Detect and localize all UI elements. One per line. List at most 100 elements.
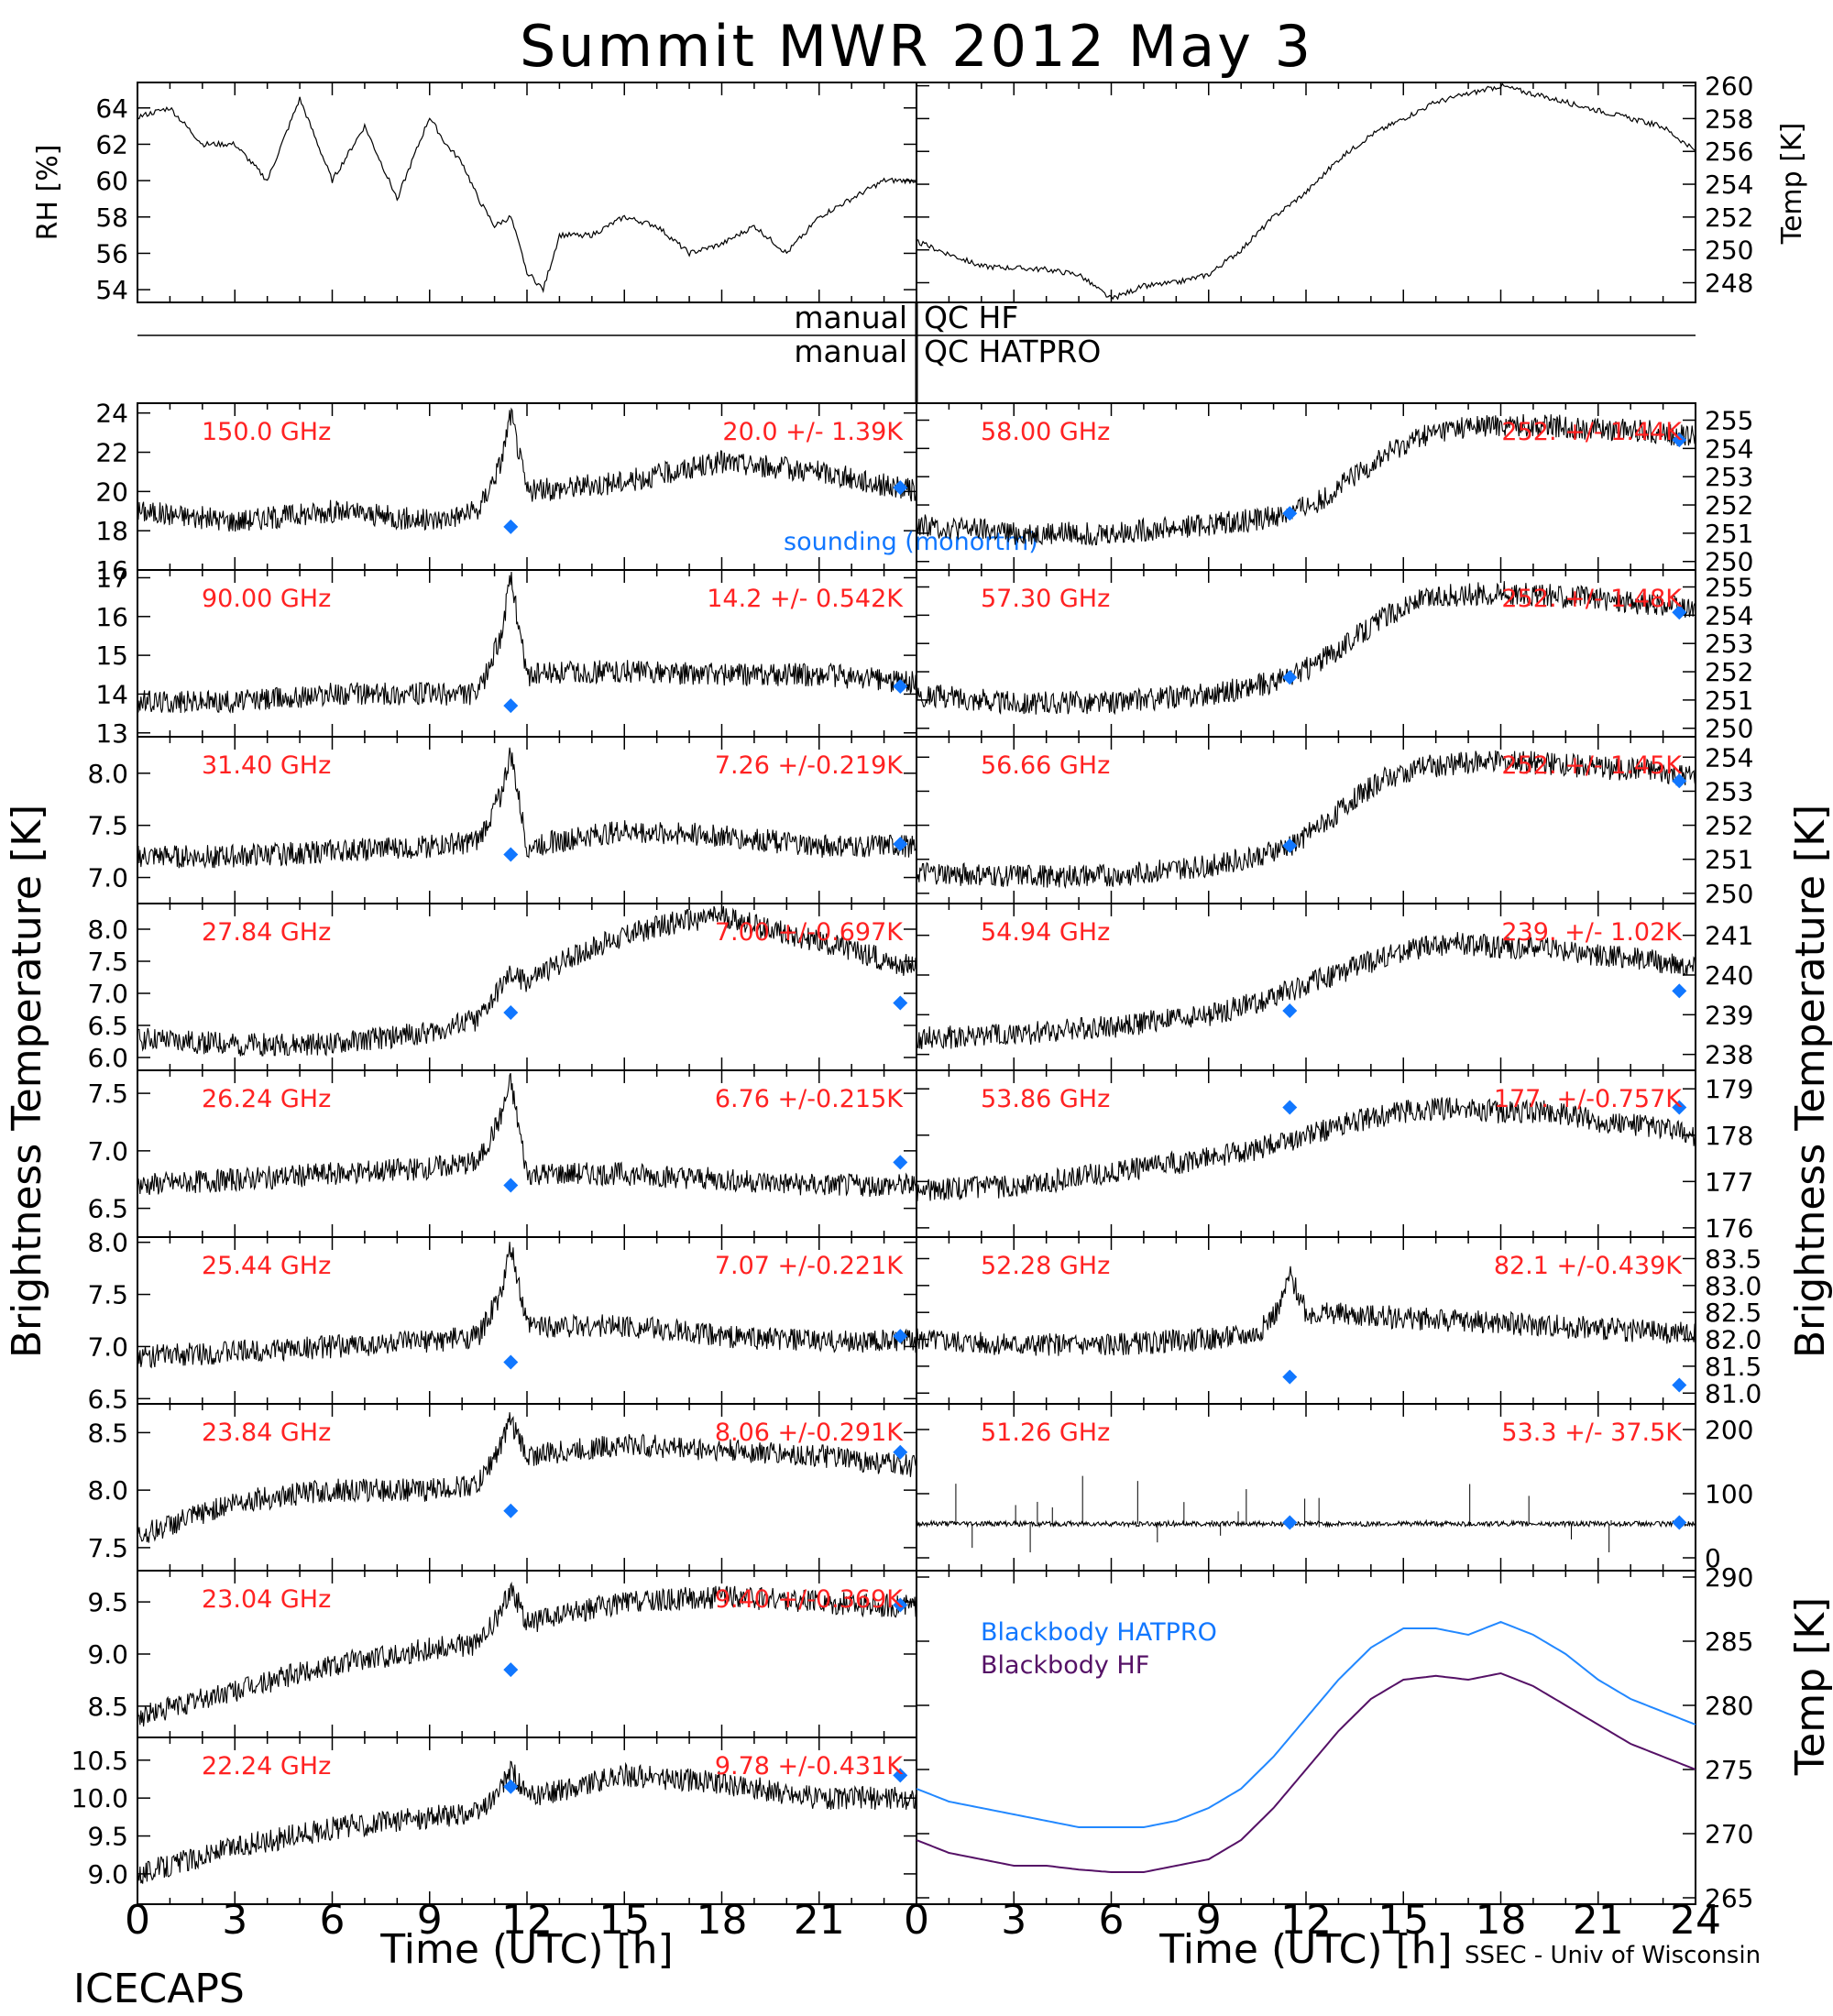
freq-label: 90.00 GHz xyxy=(202,585,331,613)
x-tick-label-right: 18 xyxy=(1476,1897,1527,1944)
sounding-marker xyxy=(503,519,519,534)
series-90-00-ghz xyxy=(137,571,917,714)
y-tick-label: 6.0 xyxy=(87,1043,128,1073)
sounding-marker xyxy=(893,1768,908,1783)
sounding-marker xyxy=(1282,838,1298,853)
y-tick-label: 81.5 xyxy=(1705,1352,1762,1382)
series-23-84-ghz xyxy=(137,1412,917,1543)
series-25-44-ghz xyxy=(137,1242,917,1369)
y-tick-label: 58 xyxy=(95,203,128,233)
y-tick-label: 258 xyxy=(1705,104,1753,134)
legend-hatpro: Blackbody HATPRO xyxy=(981,1618,1217,1647)
panel-blackbody: 265 270 275 280 285 290 Blackbody HATPRO Blackb… xyxy=(916,1562,1753,1913)
freq-label: 57.30 GHz xyxy=(981,585,1110,613)
y-tick-label: 256 xyxy=(1705,137,1753,167)
panel-54-94-ghz: 238 239 240 241 54.94 GHz 239. +/- 1.02K xyxy=(916,903,1753,1071)
sounding-marker xyxy=(893,1597,908,1613)
y-tick-label: 83.5 xyxy=(1705,1244,1762,1274)
y-tick-label: 7.0 xyxy=(87,863,128,893)
y-tick-label: 8.0 xyxy=(87,915,128,945)
y-tick-label: 16 xyxy=(95,555,128,586)
freq-label: 23.04 GHz xyxy=(202,1585,331,1614)
y-tick-label: 250 xyxy=(1705,236,1753,266)
series-27-84-ghz xyxy=(137,905,917,1057)
y-tick-label: 9.0 xyxy=(87,1859,128,1890)
stats-label: 82.1 +/-0.439K xyxy=(1494,1252,1683,1280)
y-tick-label: 8.0 xyxy=(87,759,128,789)
sounding-marker xyxy=(503,1503,519,1518)
series-22-24-ghz xyxy=(137,1760,917,1884)
legend-hf: Blackbody HF xyxy=(981,1651,1149,1680)
qc-hf-label-right: QC HF xyxy=(924,300,1018,335)
sounding-marker xyxy=(893,678,908,694)
y-tick-label: 82.5 xyxy=(1705,1298,1762,1328)
rh-axis-label: RH [%] xyxy=(32,145,64,241)
y-tick-label: 83.0 xyxy=(1705,1271,1762,1301)
sounding-marker xyxy=(1672,983,1687,999)
freq-label: 25.44 GHz xyxy=(202,1252,331,1280)
y-tick-label: 252 xyxy=(1705,657,1753,687)
y-tick-label: 270 xyxy=(1705,1819,1753,1849)
y-tick-label: 9.5 xyxy=(87,1587,128,1617)
y-tick-label: 6.5 xyxy=(87,1384,128,1414)
x-tick-label-left: 6 xyxy=(320,1897,346,1944)
y-tick-label: 17 xyxy=(95,563,128,593)
freq-label: 56.66 GHz xyxy=(981,751,1110,780)
y-tick-label: 251 xyxy=(1705,519,1753,549)
series-blackbody-hatpro xyxy=(916,1620,1696,1828)
y-tick-label: 9.5 xyxy=(87,1822,128,1852)
sounding-marker xyxy=(893,1155,908,1170)
y-tick-label: 239 xyxy=(1705,1000,1753,1030)
x-tick-label-left: 15 xyxy=(598,1897,650,1944)
sounding-marker xyxy=(503,1354,519,1370)
y-tick-label: 280 xyxy=(1705,1691,1753,1721)
panel-26-24-ghz: 6.5 7.0 7.5 26.24 GHz 6.76 +/-0.215K xyxy=(87,1069,917,1238)
freq-label: 52.28 GHz xyxy=(981,1252,1110,1280)
series-57-30-ghz xyxy=(916,581,1696,716)
y-tick-label: 7.0 xyxy=(87,979,128,1009)
panel-25-44-ghz: 6.5 7.0 7.5 8.0 25.44 GHz 7.07 +/-0.221K xyxy=(87,1228,917,1414)
sounding-marker xyxy=(503,698,519,714)
sounding-marker xyxy=(1282,1369,1298,1385)
stats-label: 53.3 +/- 37.5K xyxy=(1501,1419,1683,1447)
x-tick-label-right: 9 xyxy=(1196,1897,1222,1944)
stats-label: 7.00 +/-0.697K xyxy=(715,918,904,947)
panel-150-0-ghz: 16 18 20 22 24 150.0 GHz 20.0 +/- 1.39K soundin… xyxy=(95,399,1037,586)
sounding-marker xyxy=(1282,1003,1298,1018)
y-tick-label: 250 xyxy=(1705,879,1753,909)
stats-label: 9.40 +/-0.369K xyxy=(715,1585,904,1614)
y-tick-label: 252 xyxy=(1705,490,1753,520)
footer-ssec: SSEC - Univ of Wisconsin xyxy=(1465,1942,1761,1969)
y-tick-label: 100 xyxy=(1705,1479,1753,1509)
x-tick-label-left: 9 xyxy=(417,1897,443,1944)
y-tick-label: 7.0 xyxy=(87,1136,128,1167)
y-tick-label: 56 xyxy=(95,238,128,268)
series-58-00-ghz xyxy=(916,413,1696,547)
bt-left-axis-label: Brightness Temperature [K] xyxy=(4,805,50,1358)
stats-label: 20.0 +/- 1.39K xyxy=(722,418,904,446)
freq-label: 31.40 GHz xyxy=(202,751,331,780)
freq-label: 53.86 GHz xyxy=(981,1085,1110,1113)
sounding-marker xyxy=(503,1779,519,1794)
y-tick-label: 178 xyxy=(1705,1121,1753,1151)
bt-right-axis-label: Brightness Temperature [K] xyxy=(1787,805,1833,1358)
y-tick-label: 15 xyxy=(95,641,128,671)
legend-sounding: sounding (monortm) xyxy=(784,528,1038,556)
sounding-marker xyxy=(893,1444,908,1460)
qc-hf-label-left: manual xyxy=(794,300,907,335)
y-tick-label: 253 xyxy=(1705,776,1753,806)
stats-label: 8.06 +/-0.291K xyxy=(715,1419,904,1447)
series-rh xyxy=(137,96,917,293)
x-tick-label-right: 6 xyxy=(1099,1897,1125,1944)
y-tick-label: 7.5 xyxy=(87,1533,128,1563)
y-tick-label: 254 xyxy=(1705,742,1753,772)
stats-label: 6.76 +/-0.215K xyxy=(715,1085,904,1113)
panel-27-84-ghz: 6.06.57.07.58.0 27.84 GHz 7.00 +/-0.697K xyxy=(87,903,917,1073)
y-tick-label: 255 xyxy=(1705,406,1753,436)
y-tick-label: 64 xyxy=(95,93,128,124)
stats-label: 239. +/- 1.02K xyxy=(1501,918,1683,947)
y-tick-label: 254 xyxy=(1705,600,1753,630)
sounding-marker xyxy=(1672,433,1687,448)
series-31-40-ghz xyxy=(137,747,917,870)
